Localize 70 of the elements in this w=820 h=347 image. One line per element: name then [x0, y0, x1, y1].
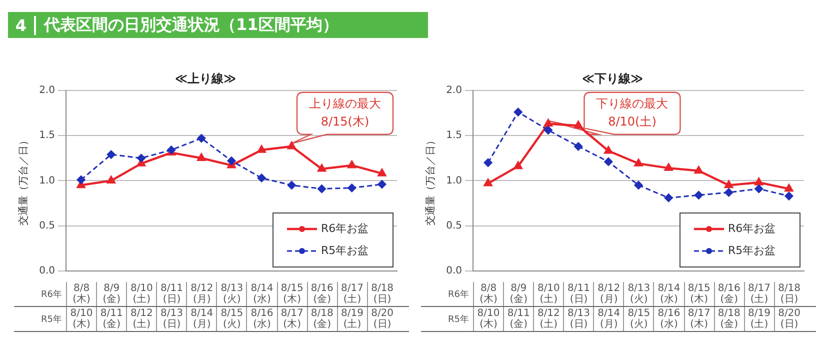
text: 8/20(日) — [368, 308, 397, 330]
text: 8/14(月) — [594, 308, 624, 330]
y-tick-label: 2.0 — [446, 84, 462, 96]
chart-title: ≪上り線≫ — [174, 71, 236, 86]
legend-label: R5年お盆 — [321, 244, 369, 257]
text: 8/19(土) — [338, 308, 367, 330]
x-tick-label: 8/13(火) — [217, 283, 246, 305]
annotation: 下り線の最大 8/10(土) — [596, 96, 668, 129]
y-tick-label: 1.5 — [446, 130, 462, 142]
text: 8/13(日) — [157, 308, 186, 330]
x-tick-label: 8/9(金) — [97, 283, 126, 305]
x-tick-label: 8/12(月) — [187, 283, 216, 305]
text: 8/15(火) — [217, 308, 246, 330]
text: R5年 — [447, 314, 470, 326]
y-tick-label: 1.0 — [39, 175, 55, 186]
text: 8/12(土) — [127, 308, 156, 330]
x-tick-label: 8/9(金) — [504, 283, 534, 305]
x-tick-label: 8/16(金) — [308, 283, 337, 305]
text: 8/13(日) — [564, 308, 594, 330]
text: 8/10(木) — [474, 308, 504, 330]
legend-label: R6年お盆 — [321, 222, 369, 235]
text: 8/11(金) — [504, 308, 534, 330]
text: R5年 — [40, 314, 63, 326]
text: 8/20(日) — [774, 308, 804, 330]
text: R6年 — [447, 288, 470, 300]
y-tick-label: 1.5 — [39, 130, 55, 142]
x-tick-label: 8/10(土) — [534, 283, 564, 305]
text: 8/16(水) — [247, 308, 277, 330]
text: 4 — [8, 16, 36, 34]
text: R6年 — [40, 288, 63, 300]
y-tick-label: 0.0 — [446, 266, 462, 277]
x-tick-label: 8/12(月) — [594, 283, 624, 305]
x-tick-label: 8/18(日) — [774, 283, 804, 305]
x-tick-label: 8/11(日) — [157, 283, 186, 305]
x-tick-label: 8/18(日) — [368, 283, 397, 305]
y-tick-label: 0.0 — [39, 266, 55, 277]
y-tick-label: 0.5 — [446, 220, 462, 232]
text: 8/12(土) — [534, 308, 564, 330]
text: 8/17(木) — [684, 308, 714, 330]
annotation: 上り線の最大 8/15(木) — [309, 96, 381, 129]
x-tick-label: 8/8(木) — [474, 283, 504, 305]
text: 8/18(金) — [714, 308, 744, 330]
text: 8/14(月) — [187, 308, 216, 330]
chart-title: ≪下り線≫ — [582, 71, 644, 86]
x-tick-label: 8/14(水) — [247, 283, 277, 305]
legend-label: R5年お盆 — [728, 244, 776, 257]
y-tick-label: 1.0 — [446, 175, 462, 186]
y-tick-label: 0.5 — [39, 220, 55, 232]
y-axis-title: 交通量（万台／日） — [18, 136, 30, 226]
text: 8/18(金) — [308, 308, 337, 330]
legend-label: R6年お盆 — [728, 222, 776, 235]
x-tick-label: 8/8(木) — [67, 283, 96, 305]
y-axis-title: 交通量（万台／日） — [424, 136, 437, 226]
text: 代表区間の日別交通状況（11区間平均） — [44, 14, 338, 36]
text: 8/11(金) — [97, 308, 126, 330]
x-tick-label: 8/13(火) — [624, 283, 654, 305]
x-tick-label: 8/10(土) — [127, 283, 156, 305]
text: 8/16(水) — [654, 308, 684, 330]
x-tick-label: 8/17(土) — [744, 283, 774, 305]
text: 8/15(火) — [624, 308, 654, 330]
text: 8/10(木) — [67, 308, 96, 330]
x-tick-label: 8/16(金) — [714, 283, 744, 305]
x-tick-label: 8/17(土) — [338, 283, 367, 305]
x-tick-label: 8/15(木) — [684, 283, 714, 305]
x-tick-label: 8/14(水) — [654, 283, 684, 305]
text: 8/19(土) — [744, 308, 774, 330]
text: 8/17(木) — [278, 308, 307, 330]
y-tick-label: 2.0 — [39, 84, 55, 96]
x-tick-label: 8/15(木) — [278, 283, 307, 305]
x-tick-label: 8/11(日) — [564, 283, 594, 305]
